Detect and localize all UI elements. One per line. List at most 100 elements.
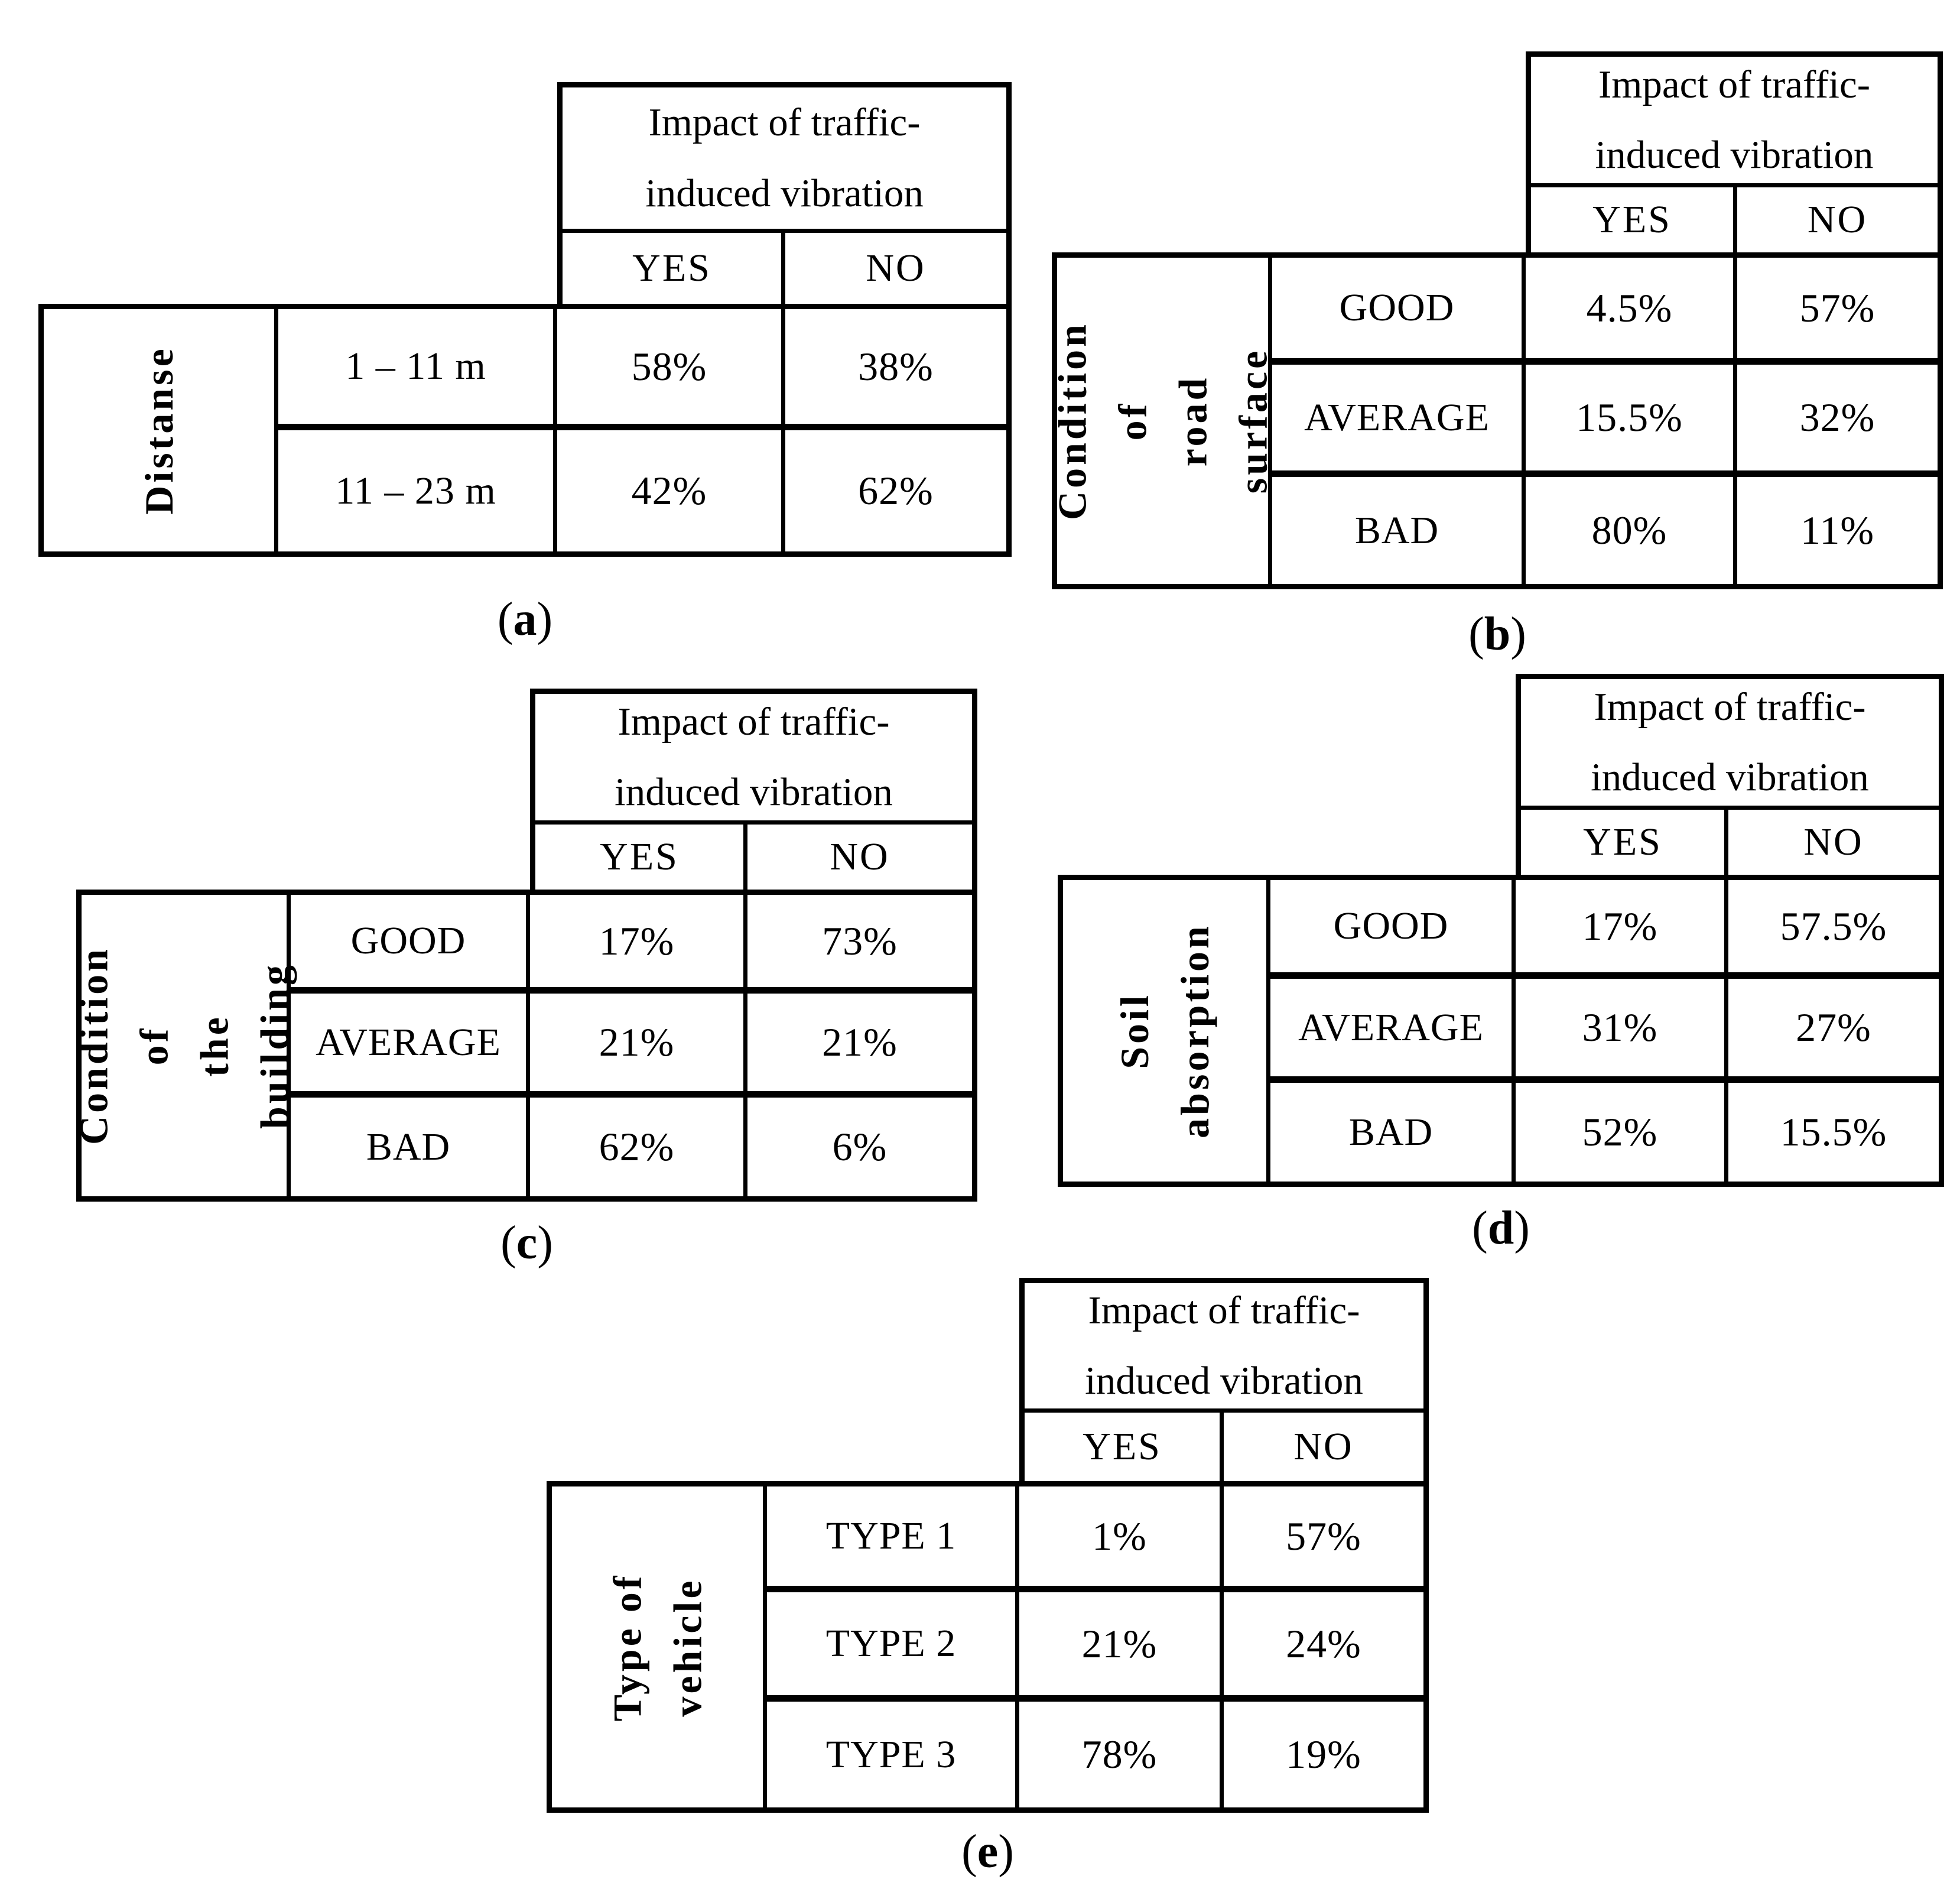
table-vehicle-type: Impact of traffic- induced vibration YES…	[547, 1278, 1429, 1813]
yes-value-cell: 15.5%	[1526, 365, 1737, 477]
yes-value-cell: 21%	[1019, 1592, 1224, 1702]
yes-value-cell: 17%	[530, 890, 747, 994]
vertical-label-text: Type of vehicle	[604, 1573, 710, 1721]
table-building-condition: Impact of traffic- induced vibration YES…	[71, 689, 977, 1202]
caption-d: (d)	[1058, 1200, 1944, 1257]
yes-value-cell: 31%	[1516, 979, 1728, 1083]
yes-value-cell: 17%	[1516, 875, 1728, 979]
yes-value-cell: 1%	[1019, 1481, 1224, 1592]
no-value-cell: 6%	[747, 1098, 977, 1202]
row-group-label-vehicle: Type of vehicle	[547, 1481, 767, 1813]
no-value-cell: 57.5%	[1728, 875, 1944, 979]
category-cell: BAD	[1270, 1083, 1516, 1187]
header-line2: induced vibration	[615, 770, 893, 814]
table-soil-absorption: Impact of traffic- induced vibration YES…	[1058, 674, 1944, 1187]
table-distance-header: Impact of traffic- induced vibration	[557, 82, 1012, 233]
caption-a: (a)	[38, 591, 1012, 648]
header-line2: induced vibration	[645, 171, 924, 215]
no-value-cell: 57%	[1737, 252, 1943, 365]
row-group-label-road-surface: Condition of road surface	[1050, 252, 1276, 589]
caption-paren-open: (	[1468, 608, 1484, 660]
caption-paren-close: )	[1510, 608, 1526, 660]
table-vehicle-type-header: Impact of traffic- induced vibration	[1019, 1278, 1429, 1413]
no-value-cell: 24%	[1224, 1592, 1429, 1702]
caption-paren-close: )	[998, 1826, 1014, 1878]
table-distance: Impact of traffic- induced vibration YES…	[38, 82, 1012, 557]
no-column-header: NO	[747, 825, 977, 890]
category-cell: GOOD	[1270, 875, 1516, 979]
yes-column-header: YES	[1526, 187, 1737, 252]
no-value-cell: 32%	[1737, 365, 1943, 477]
category-cell: GOOD	[1272, 252, 1526, 365]
no-value-cell: 21%	[747, 994, 977, 1098]
vertical-label-text: Condition of road surface	[1049, 322, 1276, 520]
table-road-surface: Impact of traffic- induced vibration YES…	[1050, 51, 1943, 589]
caption-paren-open: (	[497, 593, 513, 645]
yes-column-header: YES	[1516, 810, 1728, 875]
no-column-header: NO	[1728, 810, 1944, 875]
yes-value-cell: 4.5%	[1526, 252, 1737, 365]
header-line2: induced vibration	[1595, 133, 1874, 177]
no-value-cell: 11%	[1737, 477, 1943, 589]
caption-c: (c)	[76, 1215, 977, 1271]
yes-value-cell: 80%	[1526, 477, 1737, 589]
category-cell: TYPE 1	[767, 1481, 1019, 1592]
row-group-label-building: Condition of the building	[71, 890, 297, 1202]
header-line1: Impact of traffic-	[1088, 1288, 1360, 1332]
caption-paren-open: (	[961, 1826, 977, 1878]
no-value-cell: 27%	[1728, 979, 1944, 1083]
no-value-cell: 62%	[785, 430, 1012, 557]
caption-paren-close: )	[537, 1217, 553, 1269]
table-soil-absorption-header: Impact of traffic- induced vibration	[1516, 674, 1944, 810]
category-cell: AVERAGE	[1270, 979, 1516, 1083]
header-line2: induced vibration	[1085, 1359, 1363, 1403]
yes-column-header: YES	[557, 233, 785, 304]
yes-column-header: YES	[1019, 1413, 1224, 1481]
yes-value-cell: 52%	[1516, 1083, 1728, 1187]
row-group-label-distance: Distanse	[38, 304, 278, 557]
header-line1: Impact of traffic-	[1594, 684, 1866, 729]
vertical-label-text: Soil absorption	[1112, 923, 1218, 1138]
caption-paren-open: (	[1472, 1202, 1488, 1254]
caption-letter: b	[1484, 608, 1511, 660]
table-building-condition-header: Impact of traffic- induced vibration	[530, 689, 977, 825]
yes-value-cell: 42%	[557, 430, 785, 557]
no-value-cell: 57%	[1224, 1481, 1429, 1592]
caption-letter: c	[516, 1217, 538, 1269]
yes-value-cell: 58%	[557, 304, 785, 430]
category-cell: BAD	[291, 1098, 530, 1202]
category-cell: GOOD	[291, 890, 530, 994]
header-line2: induced vibration	[1591, 755, 1869, 799]
yes-value-cell: 78%	[1019, 1702, 1224, 1813]
vertical-label-text: Distanse	[136, 346, 181, 515]
caption-letter: a	[513, 593, 537, 645]
no-column-header: NO	[1737, 187, 1943, 252]
no-value-cell: 38%	[785, 304, 1012, 430]
category-cell: AVERAGE	[1272, 365, 1526, 477]
no-value-cell: 19%	[1224, 1702, 1429, 1813]
yes-column-header: YES	[530, 825, 747, 890]
header-line1: Impact of traffic-	[617, 699, 890, 744]
header-line1: Impact of traffic-	[648, 100, 921, 145]
category-cell: AVERAGE	[291, 994, 530, 1098]
category-cell: 1 – 11 m	[278, 304, 557, 430]
header-line1: Impact of traffic-	[1598, 62, 1871, 106]
category-cell: 11 – 23 m	[278, 430, 557, 557]
table-road-surface-header: Impact of traffic- induced vibration	[1526, 51, 1943, 187]
yes-value-cell: 21%	[530, 994, 747, 1098]
no-value-cell: 15.5%	[1728, 1083, 1944, 1187]
no-column-header: NO	[785, 233, 1012, 304]
caption-letter: e	[977, 1826, 999, 1878]
category-cell: BAD	[1272, 477, 1526, 589]
caption-paren-close: )	[1514, 1202, 1530, 1254]
category-cell: TYPE 3	[767, 1702, 1019, 1813]
category-cell: TYPE 2	[767, 1592, 1019, 1702]
no-value-cell: 73%	[747, 890, 977, 994]
row-group-label-soil: Soil absorption	[1058, 875, 1270, 1187]
caption-b: (b)	[1052, 606, 1943, 663]
vertical-label-text: Condition of the building	[71, 946, 297, 1145]
yes-value-cell: 62%	[530, 1098, 747, 1202]
caption-letter: d	[1487, 1202, 1514, 1254]
caption-paren-close: )	[537, 593, 553, 645]
caption-paren-open: (	[500, 1217, 516, 1269]
